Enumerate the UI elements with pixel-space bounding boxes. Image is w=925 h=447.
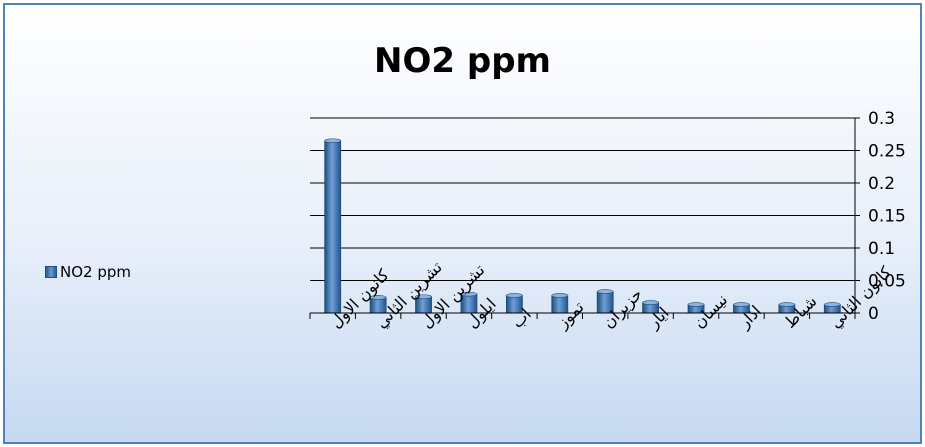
- x-tick-label: كانون الثاني: [826, 262, 896, 332]
- y-tick-label: 0.3: [868, 109, 895, 129]
- x-tick-label: شباط: [780, 292, 820, 332]
- bar-top: [733, 302, 750, 307]
- bar-top: [460, 291, 478, 297]
- bar-top: [778, 302, 796, 307]
- bar: [324, 140, 342, 314]
- y-tick-label: 0.2: [868, 174, 895, 194]
- bar-top: [369, 295, 387, 300]
- gridlines: [310, 117, 855, 314]
- legend: NO2 ppm: [45, 263, 131, 281]
- x-tick-label: نيسان: [689, 290, 731, 332]
- y-tick-label: 0.25: [868, 142, 906, 162]
- y-tick-label: 0: [868, 304, 879, 324]
- bar-top: [596, 289, 614, 294]
- legend-label: NO2 ppm: [60, 263, 131, 281]
- axes: [309, 117, 860, 319]
- bar-top: [551, 293, 569, 298]
- chart-frame: NO2 ppm NO2 ppm: [3, 3, 922, 444]
- y-tick-label: 0.15: [868, 207, 906, 227]
- chart-title: NO2 ppm: [374, 41, 551, 81]
- bar-top: [324, 138, 342, 144]
- y-tick-label: 0.05: [868, 272, 906, 292]
- y-tick-label: 0.1: [868, 239, 895, 259]
- bar-top: [506, 293, 523, 298]
- bar-top: [415, 294, 432, 300]
- bar-top: [642, 300, 659, 305]
- y-tick-labels: 0 0.05 0.1 0.15 0.2 0.25 0.3: [868, 109, 906, 324]
- legend-swatch: [45, 266, 57, 278]
- bar-top: [687, 302, 705, 307]
- bar-top: [823, 302, 841, 307]
